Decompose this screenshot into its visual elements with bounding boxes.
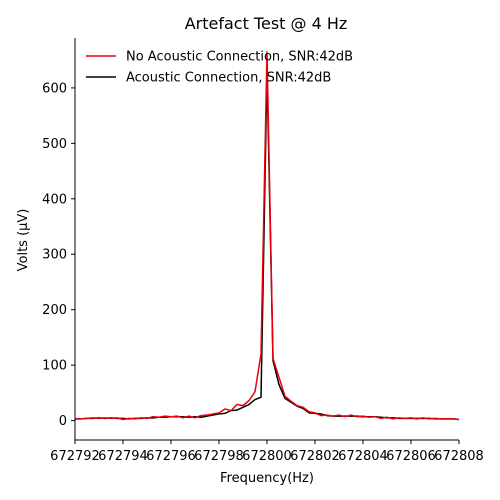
legend: No Acoustic Connection, SNR:42dB Acoustic… bbox=[86, 50, 353, 86]
y-ticks: 0 100 200 300 400 500 600 bbox=[42, 81, 75, 429]
x-tick-label: 672796 bbox=[146, 449, 196, 464]
y-axis-label: Volts (μV) bbox=[16, 209, 31, 272]
x-ticks: 6727926727946727966727986728006728026728… bbox=[50, 440, 484, 464]
y-tick-label: 0 bbox=[59, 414, 67, 429]
x-tick-label: 672798 bbox=[194, 449, 244, 464]
x-tick-label: 672802 bbox=[290, 449, 340, 464]
x-tick-label: 672800 bbox=[242, 449, 292, 464]
legend-label-1: No Acoustic Connection, SNR:42dB bbox=[126, 50, 353, 65]
y-tick-label: 400 bbox=[42, 192, 67, 207]
plot-lines bbox=[75, 51, 460, 421]
x-tick-label: 672806 bbox=[386, 449, 436, 464]
x-tick-label: 672792 bbox=[50, 449, 100, 464]
x-tick-label: 672804 bbox=[338, 449, 388, 464]
series-line-1 bbox=[75, 51, 460, 421]
legend-label-0: Acoustic Connection, SNR:42dB bbox=[126, 71, 331, 86]
y-tick-label: 500 bbox=[42, 137, 67, 152]
y-tick-label: 100 bbox=[42, 359, 67, 374]
chart-title: Artefact Test @ 4 Hz bbox=[185, 14, 348, 33]
x-tick-label: 672808 bbox=[434, 449, 484, 464]
x-axis-label: Frequency(Hz) bbox=[220, 471, 314, 486]
y-tick-label: 600 bbox=[42, 81, 67, 96]
y-tick-label: 200 bbox=[42, 303, 67, 318]
series-line-0 bbox=[75, 70, 460, 421]
y-tick-label: 300 bbox=[42, 248, 67, 263]
x-tick-label: 672794 bbox=[98, 449, 148, 464]
